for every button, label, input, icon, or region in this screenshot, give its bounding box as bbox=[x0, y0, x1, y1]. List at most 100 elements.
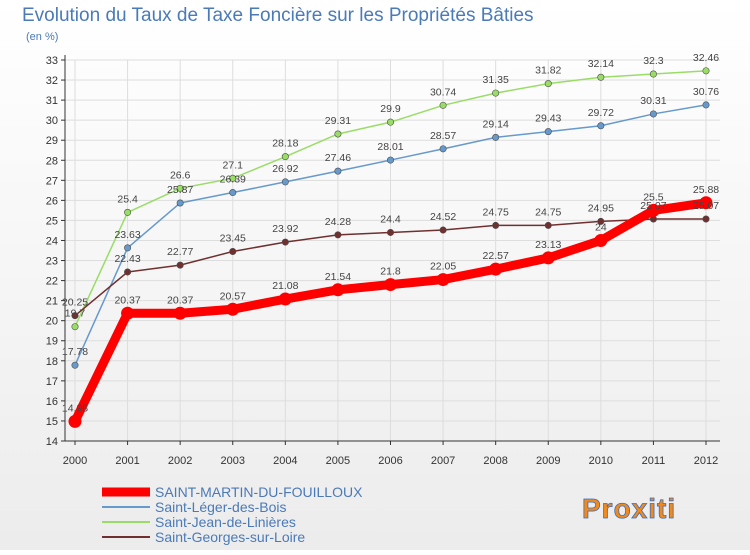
chart-subtitle: (en %) bbox=[26, 31, 58, 43]
data-label: 22.77 bbox=[167, 246, 193, 258]
y-tick-label: 21 bbox=[46, 296, 58, 308]
y-tick-label: 32 bbox=[46, 75, 58, 87]
data-label: 14.98 bbox=[62, 402, 88, 414]
data-label: 24.28 bbox=[325, 216, 351, 228]
data-label: 23.13 bbox=[535, 239, 561, 251]
data-label: 28.18 bbox=[272, 138, 298, 150]
data-label: 22.43 bbox=[114, 253, 140, 265]
data-label: 32.46 bbox=[693, 52, 719, 64]
data-point bbox=[331, 283, 345, 297]
data-label: 26.92 bbox=[272, 163, 298, 175]
data-point bbox=[492, 133, 500, 141]
data-point bbox=[702, 101, 710, 109]
x-tick-label: 2005 bbox=[326, 455, 350, 467]
y-tick-label: 24 bbox=[46, 235, 58, 247]
data-point bbox=[436, 273, 450, 287]
data-point bbox=[597, 217, 605, 225]
data-point bbox=[597, 73, 605, 81]
data-point bbox=[649, 110, 657, 118]
data-point bbox=[699, 196, 713, 210]
data-point bbox=[386, 156, 394, 164]
data-point bbox=[278, 292, 292, 306]
data-label: 24.95 bbox=[588, 202, 614, 214]
data-label: 25.88 bbox=[693, 184, 719, 196]
chart-title: Evolution du Taux de Taxe Foncière sur l… bbox=[22, 5, 534, 26]
legend-label: Saint-Jean-de-Linières bbox=[155, 514, 296, 530]
data-label: 24.4 bbox=[380, 213, 401, 225]
x-tick-label: 2006 bbox=[378, 455, 402, 467]
x-tick-label: 2012 bbox=[694, 455, 718, 467]
data-label: 30.76 bbox=[693, 86, 719, 98]
x-tick-label: 2011 bbox=[642, 455, 666, 467]
x-tick-label: 2009 bbox=[536, 455, 560, 467]
data-point bbox=[646, 203, 660, 217]
y-tick-label: 18 bbox=[46, 356, 58, 368]
data-label: 20.37 bbox=[114, 294, 140, 306]
data-label: 29.9 bbox=[380, 103, 401, 115]
x-tick-label: 2007 bbox=[431, 455, 455, 467]
data-point bbox=[226, 302, 240, 316]
x-tick-label: 2002 bbox=[168, 455, 192, 467]
data-point bbox=[229, 174, 237, 182]
y-tick-label: 15 bbox=[46, 416, 58, 428]
data-point bbox=[334, 167, 342, 175]
data-label: 29.14 bbox=[483, 118, 509, 130]
axis-layer: 14 15 16 17 18 19 20 21 22 23 24 25 26 27 28 29 30 31 32 33… bbox=[46, 55, 720, 467]
y-tick-label: 26 bbox=[46, 195, 58, 207]
y-tick-label: 31 bbox=[46, 95, 58, 107]
legend-label: SAINT-MARTIN-DU-FOUILLOUX bbox=[155, 484, 363, 500]
x-tick-label: 2004 bbox=[273, 455, 297, 467]
y-tick-label: 17 bbox=[46, 376, 58, 388]
data-point bbox=[541, 251, 555, 265]
y-tick-label: 19 bbox=[46, 336, 58, 348]
data-point bbox=[121, 306, 135, 320]
legend-label: Saint-Georges-sur-Loire bbox=[155, 529, 305, 545]
data-point bbox=[492, 89, 500, 97]
data-point bbox=[334, 130, 342, 138]
data-point bbox=[594, 233, 608, 247]
data-label: 20.57 bbox=[220, 290, 246, 302]
data-point bbox=[492, 221, 500, 229]
data-point bbox=[544, 128, 552, 136]
data-label: 28.01 bbox=[377, 141, 403, 153]
y-tick-label: 23 bbox=[46, 256, 58, 268]
y-tick-label: 29 bbox=[46, 135, 58, 147]
legend-label: Saint-Léger-des-Bois bbox=[155, 499, 287, 515]
series-layer bbox=[68, 67, 713, 428]
y-tick-label: 33 bbox=[46, 55, 58, 67]
grid-layer bbox=[65, 59, 720, 442]
data-label: 25.87 bbox=[167, 184, 193, 196]
data-point bbox=[124, 208, 132, 216]
data-label: 30.74 bbox=[430, 86, 456, 98]
data-label: 24.75 bbox=[483, 206, 509, 218]
data-label: 24.52 bbox=[430, 211, 456, 223]
data-label: 31.35 bbox=[483, 74, 509, 86]
data-label: 32.14 bbox=[588, 58, 614, 70]
data-point bbox=[71, 323, 79, 331]
data-point bbox=[384, 278, 397, 292]
data-label: 28.57 bbox=[430, 130, 456, 142]
data-label: 32.3 bbox=[643, 55, 664, 67]
data-label: 22.57 bbox=[483, 250, 509, 262]
data-label: 25.07 bbox=[693, 200, 719, 212]
data-label: 21.54 bbox=[325, 271, 351, 283]
data-label: 17.78 bbox=[62, 346, 88, 358]
data-label: 21.08 bbox=[272, 280, 298, 292]
data-label: 25.07 bbox=[640, 200, 666, 212]
data-label: 20.25 bbox=[62, 297, 88, 309]
data-point bbox=[386, 228, 394, 236]
legend: SAINT-MARTIN-DU-FOUILLOUXSaint-Léger-des… bbox=[102, 484, 363, 545]
y-tick-label: 22 bbox=[46, 276, 58, 288]
data-point bbox=[124, 268, 132, 276]
data-point bbox=[489, 262, 503, 276]
data-label: 29.72 bbox=[588, 107, 614, 119]
data-point bbox=[281, 178, 289, 186]
data-point bbox=[439, 101, 447, 109]
data-label: 27.46 bbox=[325, 152, 351, 164]
x-tick-label: 2008 bbox=[483, 455, 507, 467]
data-point bbox=[597, 122, 605, 130]
data-label: 23.63 bbox=[114, 229, 140, 241]
y-tick-label: 14 bbox=[46, 436, 58, 448]
data-point bbox=[173, 306, 187, 320]
